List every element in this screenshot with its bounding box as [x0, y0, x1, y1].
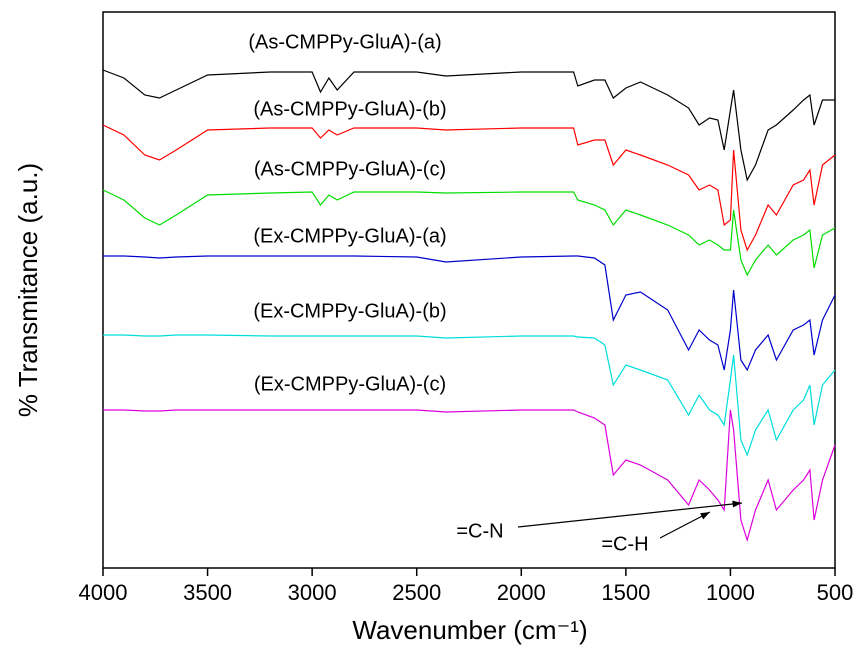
x-tick-label: 1000 [706, 580, 755, 605]
spectrum-line [102, 124, 836, 252]
annotation: =C-H [601, 533, 648, 555]
x-tick-label: 2000 [497, 580, 546, 605]
arrow-head [732, 500, 742, 508]
x-axis-label: Wavenumber (cm⁻¹) [352, 615, 587, 645]
x-tick-label: 2500 [392, 580, 441, 605]
spectrum-line [103, 409, 836, 543]
plot-frame [102, 11, 836, 569]
series-label: (As-CMPPy-GluA)-(c) [254, 158, 446, 180]
x-tick-label: 1500 [601, 580, 650, 605]
annotation: =C-N [456, 520, 503, 542]
annotation-arrow [517, 502, 743, 528]
x-tick-label: 500 [817, 580, 854, 605]
series-label: (As-CMPPy-GluA)-(a) [248, 31, 441, 53]
x-tick-label: 3500 [183, 580, 232, 605]
spectrum-line [103, 255, 836, 372]
y-axis-label: % Transmitance (a.u.) [13, 163, 43, 417]
series-label: (As-CMPPy-GluA)-(b) [253, 98, 446, 120]
spectrum-line [103, 334, 836, 457]
arrow-head [700, 512, 710, 520]
series-label: (Ex-CMPPy-GluA)-(b) [253, 300, 446, 322]
series-label: (Ex-CMPPy-GluA)-(a) [253, 225, 446, 247]
x-tick-label: 4000 [79, 580, 128, 605]
series-label: (Ex-CMPPy-GluA)-(c) [254, 373, 446, 395]
spectrum-line [102, 69, 835, 182]
x-tick-label: 3000 [288, 580, 337, 605]
spectrum-line [102, 189, 836, 277]
